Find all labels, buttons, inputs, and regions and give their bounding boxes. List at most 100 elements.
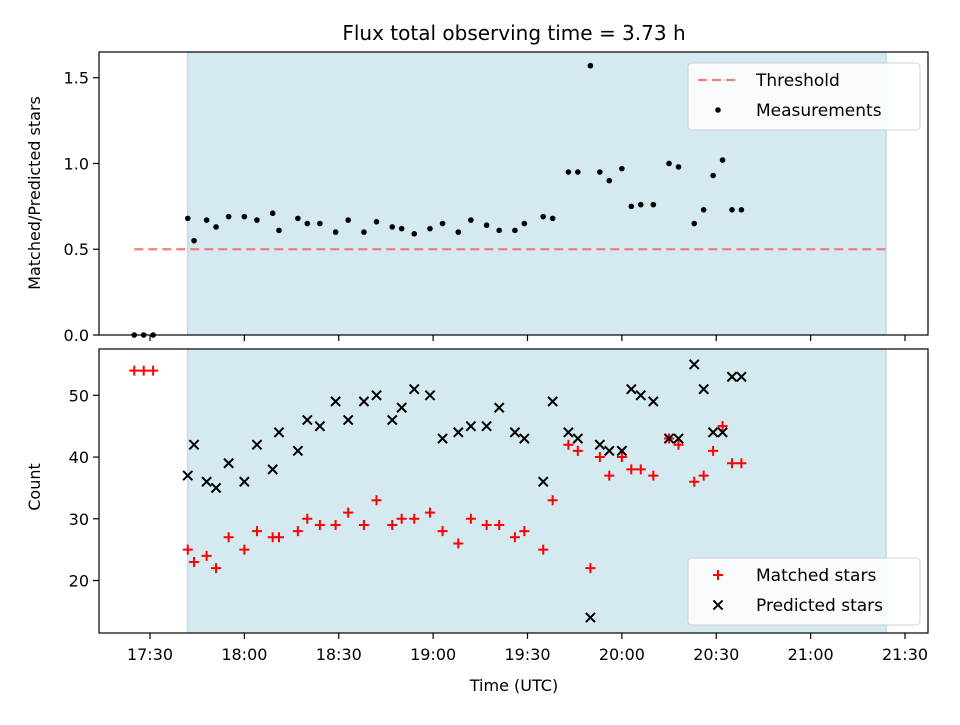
legend-label: Threshold xyxy=(755,71,840,91)
predicted-star-point xyxy=(698,383,709,395)
predicted-star-point xyxy=(481,420,492,432)
legend-label: Measurements xyxy=(756,101,882,121)
matched-star-point xyxy=(563,439,574,450)
measurement-point xyxy=(398,225,405,232)
matched-star-point xyxy=(453,538,464,549)
y-axis-label: Matched/Predicted stars xyxy=(25,96,44,290)
x-tick-label: 21:00 xyxy=(788,645,834,664)
y-tick-label: 30 xyxy=(69,510,89,529)
predicted-star-point xyxy=(547,396,558,407)
matched-star-point xyxy=(437,526,448,537)
y-tick-label: 40 xyxy=(69,448,89,467)
matched-star-point xyxy=(708,445,719,456)
predicted-star-point xyxy=(452,427,464,438)
measurement-point xyxy=(203,217,210,223)
measurement-point xyxy=(184,215,191,222)
matched-star-point xyxy=(129,365,140,376)
matched-star-point xyxy=(585,563,596,574)
measurement-point xyxy=(295,215,301,222)
y-tick-label: 1.0 xyxy=(64,154,89,173)
predicted-star-point xyxy=(342,414,354,426)
predicted-star-point xyxy=(267,464,278,475)
matched-star-point xyxy=(387,519,398,530)
matched-star-point xyxy=(201,550,212,561)
legend-measurement-swatch xyxy=(715,107,721,113)
matched-star-point xyxy=(302,513,313,524)
chart-title: Flux total observing time = 3.73 h xyxy=(342,21,685,45)
matched-star-point xyxy=(594,452,605,463)
matched-star-point xyxy=(424,507,435,518)
legend-box xyxy=(687,557,921,626)
predicted-star-point xyxy=(223,457,234,469)
matched-star-point xyxy=(547,495,558,506)
predicted-star-point xyxy=(201,476,212,488)
predicted-star-point xyxy=(358,396,370,407)
matched-star-point xyxy=(726,458,737,469)
measurement-point xyxy=(719,157,726,163)
measurement-point xyxy=(549,215,556,222)
x-tick-label: 20:00 xyxy=(599,645,645,664)
matched-star-point xyxy=(572,445,583,456)
matched-star-point xyxy=(494,519,505,530)
predicted-star-point xyxy=(572,433,584,444)
matched-star-point xyxy=(273,532,284,543)
measurement-point xyxy=(496,227,502,234)
predicted-star-point xyxy=(688,359,700,370)
predicted-star-point xyxy=(239,476,250,488)
matched-star-point xyxy=(409,513,420,524)
legend-matched-swatch xyxy=(713,570,723,580)
measurement-point xyxy=(691,220,698,227)
plot-frame xyxy=(98,348,929,634)
predicted-star-point xyxy=(371,389,382,401)
predicted-star-point xyxy=(673,433,684,444)
matched-star-point xyxy=(211,563,222,574)
matched-star-point xyxy=(698,470,709,481)
predicted-star-point xyxy=(616,445,628,457)
y-tick-label: 1.5 xyxy=(64,69,89,88)
matched-star-point xyxy=(689,476,700,487)
measurement-point xyxy=(575,169,581,175)
measurement-point xyxy=(738,206,745,213)
matched-star-point xyxy=(648,470,659,481)
measurement-point xyxy=(675,164,682,170)
matched-star-point xyxy=(182,544,193,555)
measurement-point xyxy=(427,225,433,232)
predicted-star-point xyxy=(182,470,194,481)
x-axis-label: Time (UTC) xyxy=(469,676,558,695)
predicted-star-point xyxy=(314,420,326,432)
measurement-point xyxy=(628,203,635,210)
measurement-point xyxy=(483,222,490,229)
measurement-point xyxy=(241,213,248,220)
predicted-star-point xyxy=(519,433,530,444)
matched-star-point xyxy=(509,532,520,543)
matched-star-point xyxy=(396,513,407,524)
matched-star-point xyxy=(519,526,530,537)
matched-star-point xyxy=(239,544,250,555)
matched-star-point xyxy=(717,421,728,432)
matched-star-point xyxy=(736,458,747,469)
predicted-star-point xyxy=(726,371,738,383)
x-tick-label: 20:30 xyxy=(693,645,739,664)
x-tick-label: 18:00 xyxy=(221,645,267,664)
measurement-point xyxy=(540,213,547,220)
predicted-star-point xyxy=(603,445,615,457)
matched-star-point xyxy=(251,526,262,537)
measurement-point xyxy=(666,160,672,167)
predicted-star-point xyxy=(437,433,448,444)
matched-star-point xyxy=(604,470,615,481)
legend-label: Predicted stars xyxy=(756,596,883,616)
measurement-point xyxy=(587,62,594,69)
measurement-point xyxy=(565,169,572,175)
measurement-point xyxy=(512,227,518,234)
predicted-star-point xyxy=(648,396,659,407)
x-tick-label: 17:30 xyxy=(127,645,173,664)
measurement-point xyxy=(650,201,657,208)
predicted-star-point xyxy=(717,427,728,438)
matched-star-point xyxy=(314,519,325,530)
predicted-star-point xyxy=(594,439,606,451)
y-tick-label: 50 xyxy=(69,386,89,405)
matched-star-point xyxy=(481,519,492,530)
predicted-star-point xyxy=(301,414,313,426)
measurement-point xyxy=(269,210,276,217)
matched-star-point xyxy=(673,439,684,450)
